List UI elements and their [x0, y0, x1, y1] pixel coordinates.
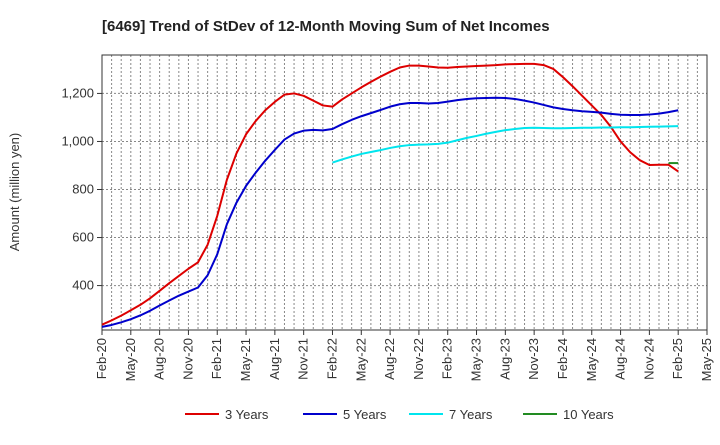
legend-label-3-years: 3 Years	[225, 407, 269, 422]
series-lines	[101, 62, 679, 328]
x-tick-label: Feb-23	[440, 338, 455, 379]
y-tick-label: 600	[72, 230, 94, 245]
x-tick-label: May-24	[584, 338, 599, 381]
x-tick-label: May-20	[123, 338, 138, 381]
legend-label-7-years: 7 Years	[449, 407, 493, 422]
chart-title: [6469] Trend of StDev of 12-Month Moving…	[102, 18, 550, 35]
series-line-5-years	[101, 96, 679, 328]
x-tick-label: Aug-23	[497, 338, 512, 380]
y-tick-label: 1,200	[61, 85, 94, 100]
y-tick-label: 1,000	[61, 133, 94, 148]
x-tick-label: Nov-22	[411, 338, 426, 380]
legend-label-5-years: 5 Years	[343, 407, 387, 422]
x-tick-label: Nov-24	[641, 338, 656, 380]
x-tick-label: Feb-21	[209, 338, 224, 379]
series-line-3-years	[101, 62, 679, 326]
x-tick-label: Feb-20	[94, 338, 109, 379]
x-tick-label: Nov-20	[180, 338, 195, 380]
x-tick-label: Feb-25	[670, 338, 685, 379]
x-tick-label: May-25	[699, 338, 714, 381]
x-tick-label: Feb-22	[324, 338, 339, 379]
x-tick-label: Aug-24	[613, 338, 628, 380]
x-tick-label: Aug-21	[267, 338, 282, 380]
x-tick-label: May-21	[238, 338, 253, 381]
y-tick-label: 800	[72, 181, 94, 196]
x-tick-label: Aug-20	[152, 338, 167, 380]
plot-frame	[101, 54, 708, 331]
y-axis-label: Amount (million yen)	[7, 133, 22, 252]
x-tick-label: Nov-21	[296, 338, 311, 380]
x-tick-label: Aug-22	[382, 338, 397, 380]
x-tick-label: May-22	[353, 338, 368, 381]
y-axis: 400 600 800 1,000 1,200	[61, 85, 102, 293]
grid	[102, 55, 707, 330]
x-tick-label: Nov-23	[526, 338, 541, 380]
x-tick-label: Feb-24	[555, 338, 570, 379]
legend: 3 Years 5 Years 7 Years 10 Years	[185, 407, 614, 422]
y-tick-label: 400	[72, 278, 94, 293]
x-axis: Feb-20 May-20 Aug-20 Nov-20 Feb-21 May-21 Aug-…	[94, 330, 714, 381]
legend-label-10-years: 10 Years	[563, 407, 614, 422]
x-tick-label: May-23	[469, 338, 484, 381]
series-line-7-years	[332, 125, 679, 164]
